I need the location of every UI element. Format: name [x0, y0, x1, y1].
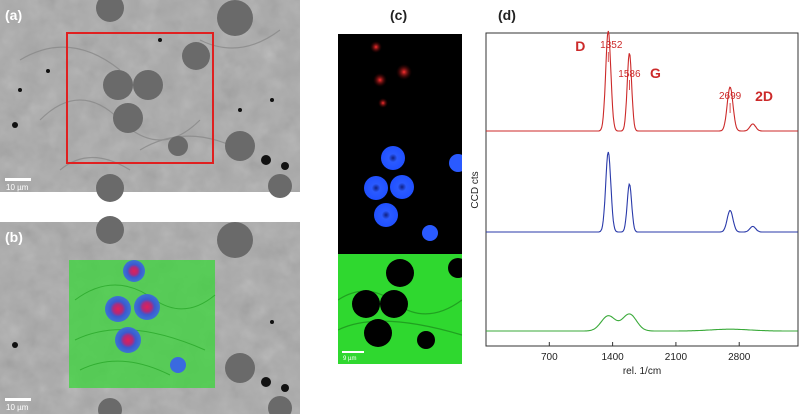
- plot-frame: [485, 32, 799, 347]
- peak-annotation: D: [575, 38, 585, 54]
- x-axis-ticks: 700 1400 2100 2800: [541, 342, 751, 363]
- panel-label-a: (a): [5, 7, 22, 23]
- scale-bar-label-a: 10 µm: [6, 183, 29, 192]
- micrograph-panels: 10 µm (a) 10 µm: [0, 0, 300, 414]
- g-band-map: [364, 146, 462, 241]
- peak-annotation: 1586: [618, 69, 641, 80]
- panel-a: 10 µm (a): [0, 0, 300, 202]
- x-axis-label: rel. 1/cm: [623, 366, 661, 377]
- scale-bar-label-c: 9 µm: [343, 356, 356, 362]
- peak-annotation: 2699: [719, 91, 742, 102]
- panel-b: 10 µm (b): [0, 216, 300, 414]
- region-of-interest: [66, 32, 214, 164]
- panel-label-b: (b): [5, 229, 23, 245]
- peak-annotation: 2D: [755, 88, 773, 104]
- spectra-series: [486, 30, 798, 332]
- spectrum-line-3: [486, 313, 798, 332]
- x-tick-label: 1400: [601, 352, 624, 363]
- peak-annotations: D 1352 1586 G 2699 2D: [575, 38, 773, 113]
- spectrum-line-1: [486, 30, 798, 132]
- y-axis-label: CCD cts: [470, 171, 481, 208]
- peak-annotation: G: [650, 65, 661, 81]
- x-tick-label: 2100: [665, 352, 688, 363]
- d-band-map: [370, 41, 412, 108]
- x-tick-label: 700: [541, 352, 558, 363]
- x-tick-label: 2800: [728, 352, 751, 363]
- raman-spectra-chart: (d) 700 1400 2100 2800 D 1352 1586 G 2699 2D rel…: [470, 7, 799, 377]
- panel-label-d: (d): [498, 7, 516, 23]
- spectrum-line-2: [486, 151, 798, 233]
- green-overlay-map: [69, 260, 215, 388]
- substrate-map: [338, 254, 462, 364]
- overlay-particles: [105, 260, 186, 373]
- scale-bar-label-b: 10 µm: [6, 403, 29, 412]
- peak-annotation: 1352: [600, 40, 623, 51]
- raman-map-panel: (c) 9 µm: [338, 7, 462, 364]
- panel-label-c: (c): [390, 7, 407, 23]
